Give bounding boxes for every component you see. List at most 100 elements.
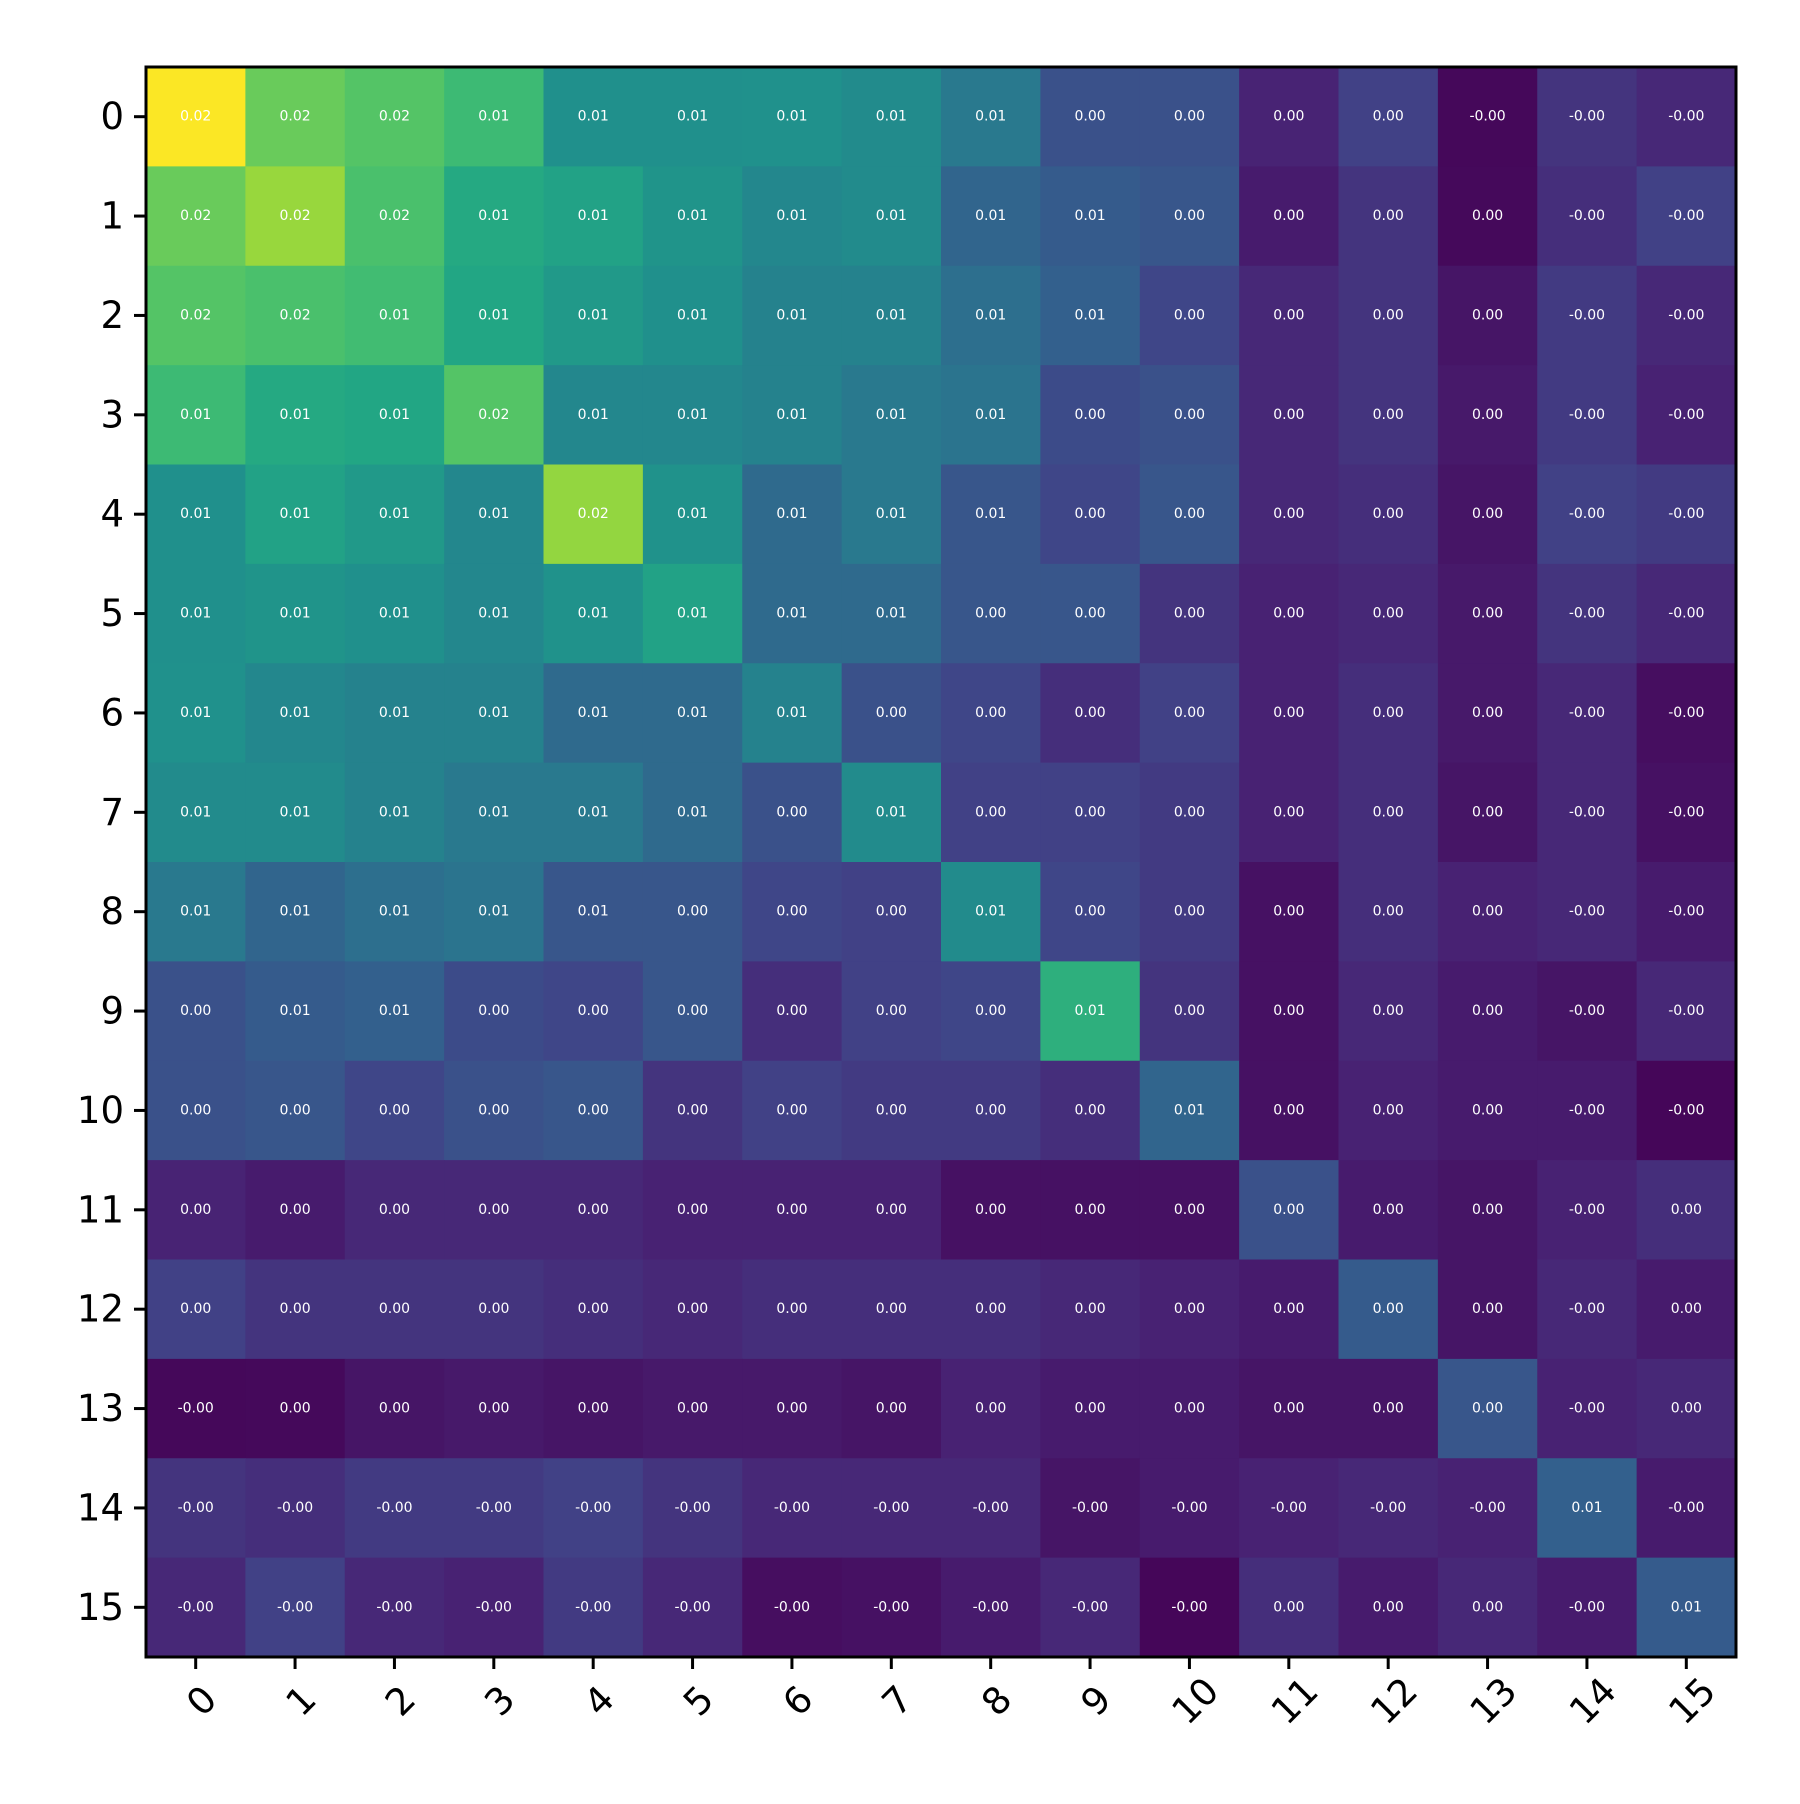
heatmap-cell-r4-c13 [1437,464,1538,565]
cell-value-label-r8-c4: 0.01 [578,904,609,920]
cell-value-label-r15-c8: -0.00 [973,1599,1009,1615]
cell-value-label-r0-c11: 0.00 [1273,109,1304,125]
cell-value-label-r8-c2: 0.01 [379,904,410,920]
cell-value-label-r0-c1: 0.02 [279,109,310,125]
cell-value-label-r3-c7: 0.01 [876,407,907,423]
heatmap-cell-r14-c13 [1437,1458,1538,1559]
heatmap-cell-r6-c2 [344,663,445,764]
heatmap-cell-r14-c10 [1139,1458,1240,1559]
heatmap-cell-r8-c15 [1636,862,1737,962]
heatmap-cell-r0-c10 [1139,67,1240,167]
heatmap-cell-r6-c7 [841,663,942,764]
cell-value-label-r9-c11: 0.00 [1273,1003,1304,1019]
cell-value-label-r6-c7: 0.00 [876,705,907,721]
cell-value-label-r1-c5: 0.01 [677,208,708,224]
cell-value-label-r14-c4: -0.00 [575,1500,611,1516]
cell-value-label-r15-c1: -0.00 [277,1599,313,1615]
heatmap-cell-r10-c14 [1537,1060,1638,1161]
heatmap-cell-r1-c7 [841,166,942,267]
cell-value-label-r13-c12: 0.00 [1373,1401,1404,1417]
heatmap-cell-r13-c10 [1139,1358,1240,1459]
cell-value-label-r7-c2: 0.01 [379,804,410,820]
heatmap-cell-r4-c11 [1239,464,1340,565]
cell-value-label-r9-c5: 0.00 [677,1003,708,1019]
heatmap-cell-r15-c10 [1139,1557,1240,1658]
cell-value-label-r2-c10: 0.00 [1174,307,1205,323]
heatmap-cell-r10-c15 [1636,1060,1737,1161]
heatmap-cell-r3-c3 [444,365,545,466]
heatmap-cell-r6-c14 [1537,663,1638,764]
cell-value-label-r12-c11: 0.00 [1273,1301,1304,1317]
heatmap-cell-r6-c11 [1239,663,1340,764]
cell-value-label-r13-c8: 0.00 [975,1401,1006,1417]
cell-value-label-r10-c11: 0.00 [1273,1102,1304,1118]
heatmap-cell-r7-c12 [1338,762,1439,863]
heatmap-cell-r12-c7 [841,1259,942,1360]
heatmap-cell-r8-c1 [245,862,346,962]
cell-value-label-r14-c9: -0.00 [1072,1500,1108,1516]
heatmap-cell-r3-c8 [941,365,1041,466]
cell-value-label-r14-c12: -0.00 [1370,1500,1406,1516]
heatmap-cell-r2-c0 [146,265,246,366]
heatmap-cell-r13-c11 [1239,1358,1340,1459]
cell-value-label-r4-c8: 0.01 [975,506,1006,522]
cell-value-label-r2-c5: 0.01 [677,307,708,323]
heatmap-cell-r12-c10 [1139,1259,1240,1360]
y-tick-label-5: 5 [100,592,124,635]
cell-value-label-r9-c4: 0.00 [578,1003,609,1019]
heatmap-cell-r3-c6 [742,365,843,466]
cell-value-label-r2-c3: 0.01 [478,307,509,323]
heatmap-cell-r14-c3 [444,1458,545,1559]
cell-value-label-r5-c14: -0.00 [1569,606,1605,622]
heatmap-cell-r11-c13 [1437,1160,1538,1261]
heatmap-cell-r14-c9 [1040,1458,1141,1559]
heatmap-cell-r2-c12 [1338,265,1439,366]
heatmap-cell-r0-c7 [841,67,942,167]
cell-value-label-r3-c11: 0.00 [1273,407,1304,423]
heatmap-cell-r14-c6 [742,1458,843,1559]
heatmap-cell-r7-c7 [841,762,942,863]
heatmap-cell-r9-c11 [1239,961,1340,1062]
heatmap-cell-r3-c4 [543,365,644,466]
cell-value-label-r14-c5: -0.00 [674,1500,710,1516]
cell-value-label-r12-c9: 0.00 [1074,1301,1105,1317]
cell-value-label-r13-c3: 0.00 [478,1401,509,1417]
heatmap-cell-r6-c5 [642,663,743,764]
y-tick-label-3: 3 [100,393,124,436]
heatmap-cell-r3-c5 [642,365,743,466]
cell-value-label-r11-c8: 0.00 [975,1202,1006,1218]
heatmap-cell-r0-c4 [543,67,644,167]
cell-value-label-r15-c11: 0.00 [1273,1599,1304,1615]
heatmap-cell-r11-c14 [1537,1160,1638,1261]
cell-value-label-r3-c0: 0.01 [180,407,211,423]
heatmap-cell-r1-c13 [1437,166,1538,267]
cell-value-label-r10-c9: 0.00 [1074,1102,1105,1118]
heatmap-cell-r6-c10 [1139,663,1240,764]
cell-value-label-r7-c6: 0.00 [776,804,807,820]
cell-value-label-r2-c13: 0.00 [1472,307,1503,323]
heatmap-cell-r11-c6 [742,1160,843,1261]
heatmap-cell-r14-c7 [841,1458,942,1559]
heatmap-cell-r6-c6 [742,663,843,764]
cell-value-label-r5-c13: 0.00 [1472,606,1503,622]
heatmap-cell-r8-c3 [444,862,545,962]
heatmap-cell-r2-c4 [543,265,644,366]
cell-value-label-r13-c15: 0.00 [1671,1401,1702,1417]
y-tick-label-2: 2 [100,294,124,337]
heatmap-cell-r4-c2 [344,464,445,565]
cell-value-label-r4-c3: 0.01 [478,506,509,522]
cell-value-label-r0-c3: 0.01 [478,109,509,125]
heatmap-cells [146,67,1737,1658]
cell-value-label-r13-c1: 0.00 [279,1401,310,1417]
cell-value-label-r3-c8: 0.01 [975,407,1006,423]
heatmap-cell-r1-c1 [245,166,346,267]
cell-value-label-r6-c0: 0.01 [180,705,211,721]
heatmap-cell-r13-c14 [1537,1358,1638,1459]
heatmap-cell-r7-c9 [1040,762,1141,863]
heatmap-cell-r11-c10 [1139,1160,1240,1261]
cell-value-label-r2-c1: 0.02 [279,307,310,323]
heatmap-cell-r13-c13 [1437,1358,1538,1459]
cell-value-label-r14-c2: -0.00 [376,1500,412,1516]
cell-value-label-r12-c6: 0.00 [776,1301,807,1317]
